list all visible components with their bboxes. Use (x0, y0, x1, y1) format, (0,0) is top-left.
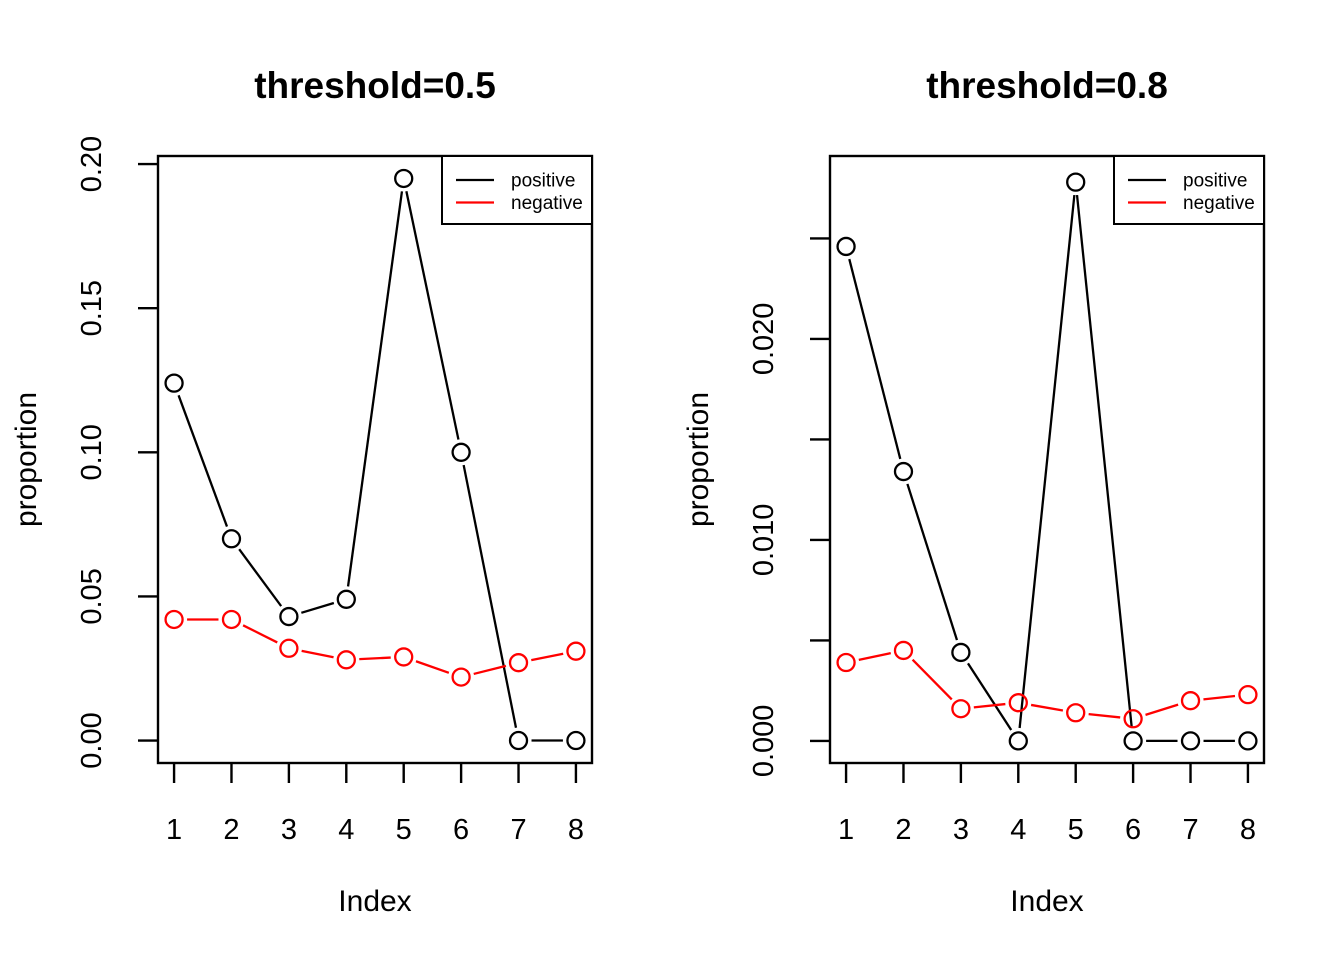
x-tick-label: 7 (1182, 814, 1198, 846)
panel-threshold-0.5: threshold=0.5 1 2 3 4 5 6 7 8 0.00 0.05 0.10 0.15 0.2… (10, 65, 594, 918)
y-tick-label: 0.020 (748, 303, 780, 376)
series-segment-positive (177, 394, 229, 527)
x-tick-label: 6 (1125, 814, 1141, 846)
x-axis-title: Index (1010, 885, 1083, 918)
plot-left: threshold=0.5 1 2 3 4 5 6 7 8 0.00 0.05 0.10 0.15 0.2… (10, 65, 594, 918)
y-tick-label: 0.15 (76, 280, 108, 336)
y-tick-label: 0.05 (76, 568, 108, 624)
legend-label-negative: negative (1183, 193, 1255, 214)
series-segment-negative (359, 656, 391, 661)
x-tick-label: 1 (838, 814, 854, 846)
series-segment-positive (906, 483, 959, 641)
data-point-positive (951, 642, 971, 663)
x-tick-label: 8 (1240, 814, 1256, 846)
y-tick-label: 0.00 (76, 712, 108, 768)
series-segment-negative (301, 649, 334, 659)
series-segment-negative (473, 664, 507, 676)
data-point-positive (566, 730, 586, 751)
x-tick-label: 4 (338, 814, 354, 846)
series-segment-negative (1145, 703, 1179, 716)
data-point-negative (508, 653, 529, 673)
series-segment-positive (346, 191, 404, 587)
series-segment-positive (1018, 194, 1076, 729)
plot-frame (156, 154, 594, 765)
series-segment-positive (405, 190, 460, 440)
data-point-negative (566, 641, 586, 661)
data-point-negative (1180, 691, 1201, 711)
x-tick-label: 8 (568, 814, 584, 846)
data-point-negative (951, 699, 971, 719)
x-tick-label: 5 (396, 814, 412, 846)
series-segment-negative (1203, 694, 1236, 701)
data-point-negative (1066, 703, 1086, 723)
data-point-negative (279, 638, 299, 658)
y-tick-label: 0.000 (748, 705, 780, 778)
data-point-positive (1180, 731, 1201, 751)
plot-title: threshold=0.8 (926, 65, 1168, 106)
data-point-positive (394, 168, 414, 189)
series-segment-positive (301, 601, 335, 614)
data-point-negative (1238, 685, 1258, 705)
y-axis-title: proportion (682, 392, 715, 527)
legend-label-positive: positive (1183, 171, 1247, 192)
x-tick-label: 4 (1010, 814, 1026, 846)
data-point-positive (1066, 172, 1086, 192)
series-segment-positive (238, 548, 283, 607)
series-segment-negative (911, 658, 953, 701)
x-tick-label: 3 (953, 814, 969, 846)
series-segment-negative (1088, 712, 1121, 719)
data-point-positive (336, 589, 356, 609)
y-axis-title: proportion (10, 392, 43, 527)
plot-frame (828, 154, 1266, 765)
series-segment-positive (1075, 194, 1133, 729)
data-point-negative (164, 609, 184, 630)
data-point-positive (508, 730, 529, 751)
data-point-negative (1123, 709, 1143, 729)
legend-label-positive: positive (511, 171, 575, 192)
data-point-positive (1238, 731, 1258, 751)
legend-label-negative: negative (511, 193, 583, 214)
series-segment-negative (531, 652, 564, 662)
plot-title: threshold=0.5 (254, 65, 496, 106)
data-point-negative (221, 609, 242, 630)
x-tick-label: 1 (166, 814, 182, 846)
x-axis-title: Index (338, 885, 411, 918)
data-point-negative (451, 667, 471, 687)
legend-box (441, 155, 593, 225)
x-tick-label: 7 (510, 814, 526, 846)
x-tick-label: 2 (895, 814, 911, 846)
data-point-positive (221, 529, 242, 549)
plot-right: threshold=0.8 1 2 3 4 5 6 7 8 0.000 0.010 0.020 Inde… (682, 65, 1266, 918)
data-point-negative (394, 647, 414, 667)
data-point-positive (1123, 731, 1143, 751)
y-tick-label: 0.010 (748, 504, 780, 577)
data-point-negative (1008, 693, 1028, 713)
data-point-positive (836, 236, 856, 257)
series-segment-negative (242, 624, 278, 644)
data-point-positive (164, 373, 184, 393)
y-tick-label: 0.10 (76, 424, 108, 480)
series-segment-negative (415, 660, 450, 674)
data-point-positive (451, 442, 471, 462)
legend-box (1113, 155, 1265, 225)
x-tick-label: 5 (1068, 814, 1084, 846)
y-tick-label: 0.20 (76, 136, 108, 192)
data-point-positive (893, 461, 914, 482)
series-segment-positive (967, 662, 1013, 731)
series-segment-negative (973, 702, 1006, 709)
x-tick-label: 2 (223, 814, 239, 846)
data-point-negative (836, 652, 856, 673)
data-point-positive (1008, 731, 1028, 751)
data-point-negative (893, 640, 914, 661)
data-point-positive (279, 606, 299, 627)
panel-threshold-0.8: threshold=0.8 1 2 3 4 5 6 7 8 0.000 0.010 0.020 Inde… (672, 0, 1344, 960)
series-segment-negative (1030, 703, 1064, 712)
series-segment-negative (858, 651, 891, 661)
series-segment-positive (848, 258, 902, 460)
x-tick-label: 6 (453, 814, 469, 846)
data-point-negative (336, 650, 356, 670)
x-tick-label: 3 (281, 814, 297, 846)
series-segment-positive (462, 464, 518, 728)
